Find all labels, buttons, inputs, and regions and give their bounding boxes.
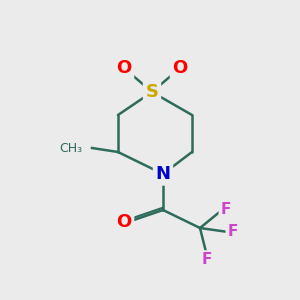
Text: S: S	[146, 83, 158, 101]
Text: O: O	[116, 59, 132, 77]
Text: F: F	[221, 202, 231, 217]
Text: O: O	[172, 59, 188, 77]
Text: N: N	[155, 165, 170, 183]
Text: O: O	[116, 213, 132, 231]
Text: CH₃: CH₃	[59, 142, 82, 154]
Text: F: F	[202, 253, 212, 268]
Text: F: F	[228, 224, 238, 239]
